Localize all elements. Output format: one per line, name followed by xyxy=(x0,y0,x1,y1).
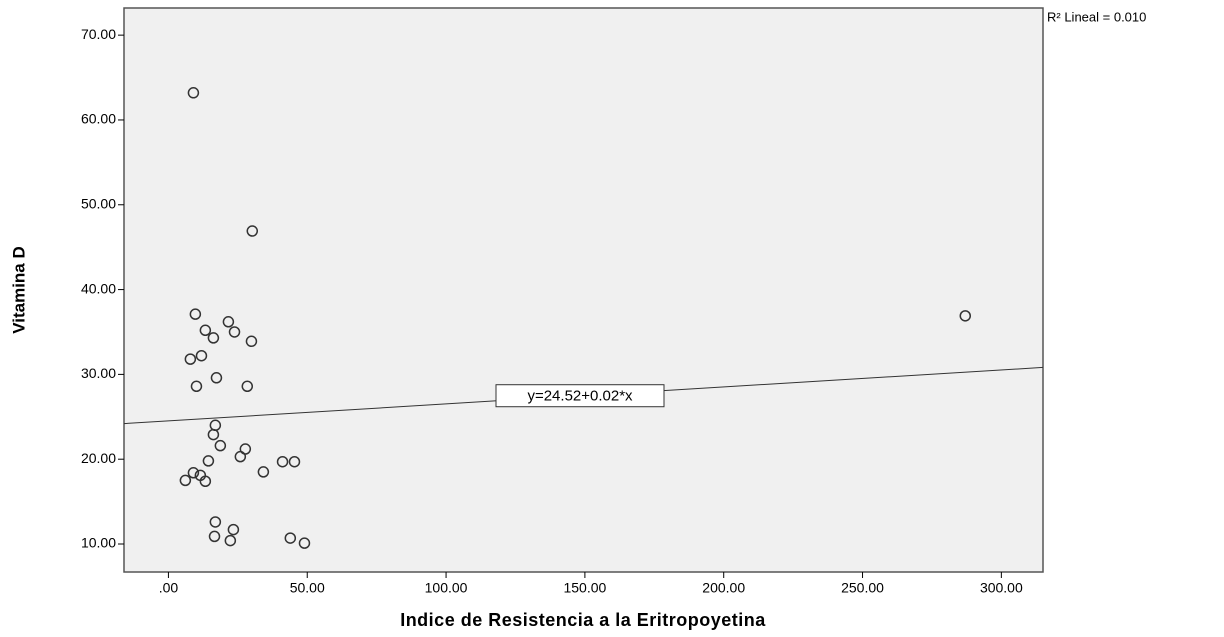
point xyxy=(246,225,259,237)
point xyxy=(210,372,223,384)
point xyxy=(227,523,240,536)
point xyxy=(224,534,237,547)
x-tick-label: .00 xyxy=(159,580,179,596)
point xyxy=(959,310,972,322)
y-tick-label: 70.00 xyxy=(81,26,116,42)
point xyxy=(199,324,212,337)
point xyxy=(207,428,220,441)
point xyxy=(228,326,241,338)
point xyxy=(187,87,200,99)
y-tick-label: 10.00 xyxy=(81,535,116,551)
point xyxy=(222,316,235,328)
point xyxy=(234,450,247,463)
point xyxy=(202,455,215,467)
x-tick-label: 300.00 xyxy=(980,580,1023,596)
point xyxy=(179,474,192,487)
x-tick-label: 250.00 xyxy=(841,580,884,596)
point xyxy=(276,455,289,468)
point xyxy=(199,475,212,488)
y-tick-label: 50.00 xyxy=(81,195,116,211)
r2-label: R² Lineal = 0.010 xyxy=(1047,9,1146,24)
x-tick-label: 50.00 xyxy=(290,580,325,596)
x-tick-label: 150.00 xyxy=(563,580,606,596)
point xyxy=(288,455,301,468)
point xyxy=(209,516,222,528)
point xyxy=(190,380,203,393)
y-tick-label: 60.00 xyxy=(81,111,116,127)
point xyxy=(284,532,297,544)
x-tick-label: 100.00 xyxy=(425,580,468,596)
point xyxy=(187,467,200,479)
x-tick-label: 200.00 xyxy=(702,580,745,596)
point xyxy=(245,335,258,348)
point xyxy=(207,332,220,344)
point xyxy=(298,537,311,549)
plot-area xyxy=(123,7,1044,573)
point xyxy=(189,308,202,320)
y-tick-label: 20.00 xyxy=(81,450,116,466)
fit-label-box xyxy=(495,384,665,408)
y-tick-label: 40.00 xyxy=(81,280,116,296)
point xyxy=(241,380,254,393)
point xyxy=(184,353,197,365)
y-tick-label: 30.00 xyxy=(81,365,116,381)
point xyxy=(257,466,270,478)
fit-label: y=24.52+0.02*x xyxy=(527,388,633,405)
point xyxy=(195,349,208,362)
point xyxy=(208,530,221,543)
y-axis-label: Vitamina D xyxy=(9,246,28,334)
x-axis-label: Indice de Resistencia a la Eritropoyetin… xyxy=(400,610,766,630)
point xyxy=(214,439,227,452)
